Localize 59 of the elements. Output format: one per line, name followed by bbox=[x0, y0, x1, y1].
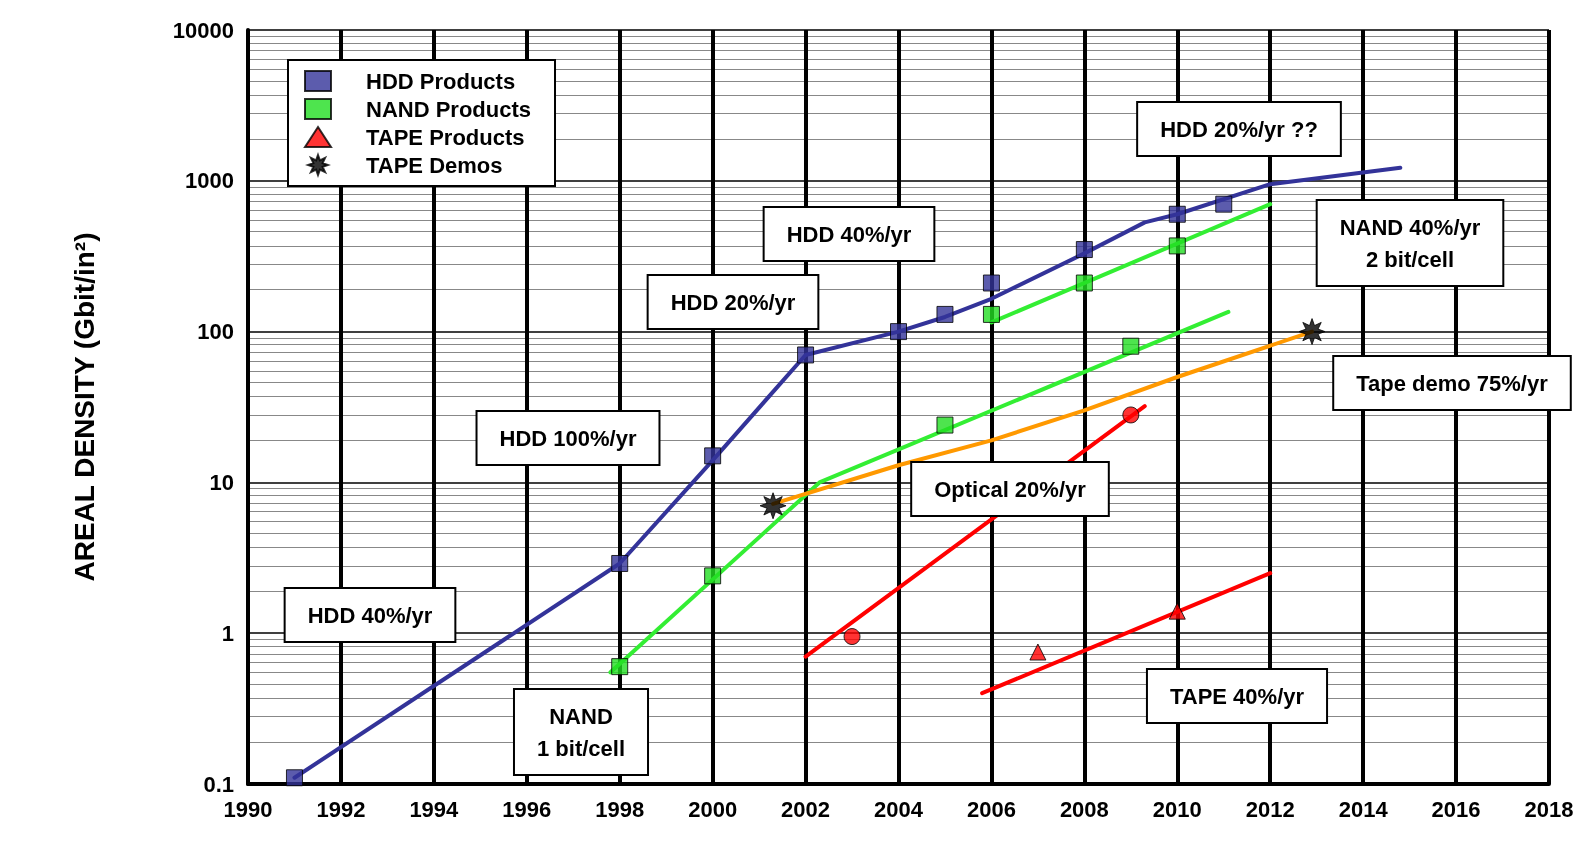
point bbox=[843, 628, 861, 646]
point bbox=[1215, 195, 1233, 213]
point bbox=[890, 323, 907, 341]
point bbox=[936, 305, 954, 323]
point bbox=[704, 447, 722, 465]
y-tick-label: 1000 bbox=[185, 168, 234, 194]
x-tick-label: 2004 bbox=[874, 796, 924, 822]
point bbox=[1168, 237, 1186, 255]
x-tick-label: 1998 bbox=[595, 796, 645, 822]
annotation: NAND 1 bit/cell bbox=[536, 703, 626, 761]
point bbox=[611, 554, 629, 572]
annotation: HDD 40%/yr bbox=[307, 602, 433, 628]
y-tick-label: 10000 bbox=[172, 17, 234, 43]
annotation: HDD 20%/yr bbox=[670, 289, 796, 315]
x-tick-label: 2012 bbox=[1245, 796, 1295, 822]
legend-label: TAPE Products bbox=[366, 124, 525, 150]
x-tick-label: 2008 bbox=[1059, 796, 1109, 822]
point bbox=[1168, 205, 1186, 223]
point bbox=[982, 274, 1000, 292]
point bbox=[759, 492, 787, 520]
y-axis-title: AREAL DENSITY (Gbit/in²) bbox=[68, 232, 100, 582]
x-tick-label: 1992 bbox=[316, 796, 366, 822]
point bbox=[1168, 602, 1186, 620]
annotation: Tape demo 75%/yr bbox=[1356, 370, 1549, 396]
x-tick-label: 2000 bbox=[688, 796, 738, 822]
point bbox=[1075, 274, 1093, 292]
y-tick-label: 10 bbox=[209, 469, 234, 495]
x-tick-label: 2014 bbox=[1338, 796, 1389, 822]
x-tick-label: 2016 bbox=[1431, 796, 1481, 822]
annotation: TAPE 40%/yr bbox=[1169, 683, 1305, 709]
y-tick-label: 1 bbox=[221, 620, 234, 646]
point bbox=[797, 346, 815, 364]
annotation: Optical 20%/yr bbox=[934, 476, 1087, 502]
y-tick-label: 100 bbox=[197, 319, 234, 345]
point bbox=[1029, 643, 1047, 661]
point bbox=[704, 567, 722, 585]
legend-label: NAND Products bbox=[366, 96, 532, 122]
point bbox=[1122, 406, 1140, 424]
x-tick-label: 1990 bbox=[223, 796, 273, 822]
annotation: NAND 40%/yr 2 bit/cell bbox=[1339, 214, 1481, 272]
point bbox=[285, 769, 303, 787]
annotation: HDD 100%/yr bbox=[499, 425, 637, 451]
point bbox=[611, 658, 629, 676]
point bbox=[1122, 337, 1140, 355]
annotation: HDD 20%/yr ?? bbox=[1160, 116, 1318, 142]
legend-label: TAPE Demos bbox=[366, 152, 503, 178]
point bbox=[982, 305, 1000, 323]
point bbox=[936, 416, 954, 434]
point bbox=[1075, 241, 1093, 259]
x-tick-label: 2018 bbox=[1524, 796, 1574, 822]
x-tick-label: 2010 bbox=[1152, 796, 1202, 822]
x-tick-label: 2006 bbox=[966, 796, 1016, 822]
x-tick-label: 1994 bbox=[409, 796, 460, 822]
y-tick-label: 0.1 bbox=[203, 771, 234, 797]
x-tick-label: 1996 bbox=[502, 796, 552, 822]
legend-label: HDD Products bbox=[366, 68, 516, 94]
annotation: HDD 40%/yr bbox=[786, 221, 912, 247]
x-tick-label: 2002 bbox=[781, 796, 831, 822]
point bbox=[1298, 318, 1326, 346]
